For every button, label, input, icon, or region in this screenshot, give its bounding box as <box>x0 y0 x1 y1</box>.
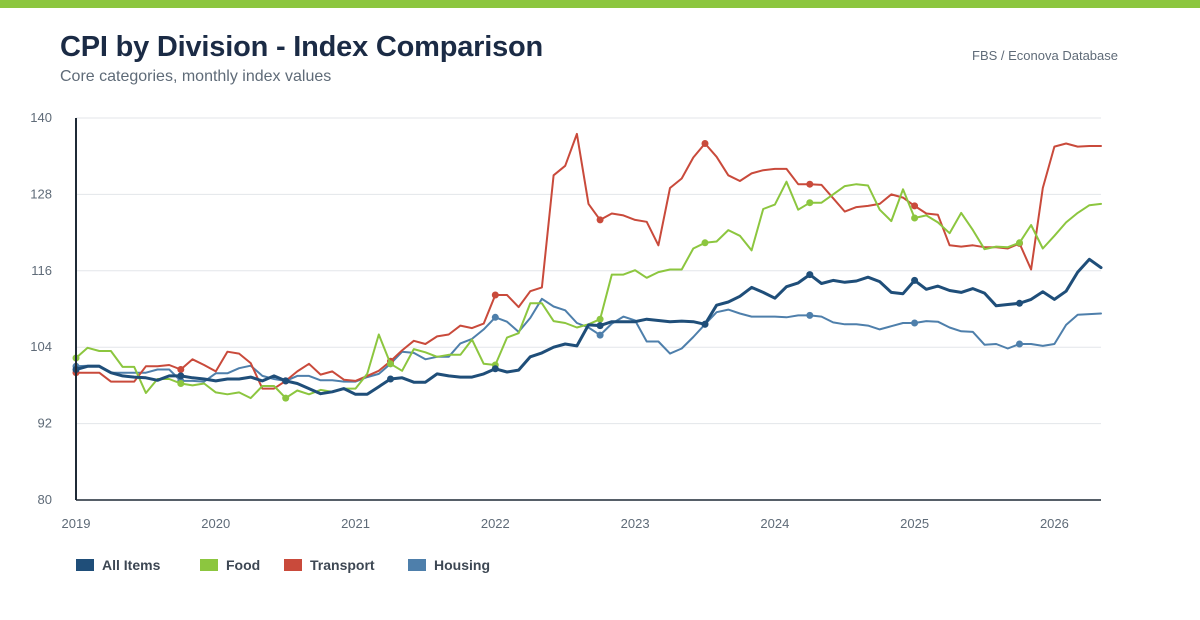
source-label: FBS / Econova Database <box>972 48 1118 63</box>
x-tick-label: 2025 <box>900 516 929 531</box>
y-tick-label: 128 <box>30 186 52 201</box>
data-point-transport <box>596 216 604 224</box>
x-tick-label: 2021 <box>341 516 370 531</box>
x-tick-label: 2024 <box>760 516 789 531</box>
x-tick-label: 2020 <box>201 516 230 531</box>
y-tick-label: 92 <box>38 416 52 431</box>
data-point-transport <box>177 366 185 373</box>
series-line-transport <box>75 132 1102 390</box>
x-axis-ticks: 2019 2020 2021 2022 2023 2024 2025 2026 <box>62 516 1069 531</box>
data-point-transport <box>911 202 919 210</box>
legend-item-transport[interactable]: Transport <box>284 557 408 573</box>
data-point-food <box>911 214 919 222</box>
legend-swatch-transport <box>284 559 302 571</box>
legend-swatch-all-items <box>76 559 94 571</box>
data-point-food <box>282 394 290 402</box>
series-all-items <box>72 257 1103 396</box>
chart-subtitle: Core categories, monthly index values <box>60 68 332 85</box>
data-point-all-items <box>177 372 185 380</box>
series-housing <box>72 297 1102 385</box>
data-point-food <box>701 239 709 247</box>
top-accent-bar <box>0 0 1200 8</box>
legend-item-housing[interactable]: Housing <box>408 557 528 573</box>
series-transport <box>72 132 1102 390</box>
y-tick-label: 140 <box>30 110 52 125</box>
data-point-food <box>387 360 394 368</box>
data-point-housing <box>911 319 919 327</box>
data-point-all-items <box>806 271 814 279</box>
data-point-all-items <box>491 365 499 373</box>
data-point-housing <box>491 313 499 321</box>
legend: All Items Food Transport Housing <box>76 557 528 573</box>
data-point-all-items <box>387 375 394 383</box>
data-point-food <box>177 380 185 387</box>
data-point-all-items <box>701 320 709 328</box>
y-tick-label: 116 <box>31 263 52 278</box>
data-point-all-items <box>911 276 919 284</box>
series-food <box>72 180 1102 402</box>
axes <box>75 118 1101 501</box>
grid-lines <box>76 117 1101 425</box>
data-point-transport <box>491 291 499 299</box>
data-point-transport <box>701 140 709 147</box>
legend-item-all-items[interactable]: All Items <box>76 557 200 573</box>
x-tick-label: 2023 <box>621 516 650 531</box>
chart-title: CPI by Division - Index Comparison <box>60 31 544 63</box>
data-point-housing <box>806 311 814 319</box>
data-point-all-items <box>282 377 290 385</box>
data-point-transport <box>806 180 814 188</box>
x-tick-label: 2022 <box>481 516 510 531</box>
y-tick-label: 104 <box>30 339 52 354</box>
series-line-all-items <box>74 257 1103 396</box>
x-tick-label: 2026 <box>1040 516 1069 531</box>
y-axis-ticks: 80 92 104 116 128 140 <box>30 110 52 507</box>
data-point-food <box>596 315 604 323</box>
legend-label-food: Food <box>226 557 261 573</box>
data-point-all-items <box>1016 299 1023 307</box>
x-tick-label: 2019 <box>62 516 91 531</box>
legend-label-transport: Transport <box>310 557 375 573</box>
legend-label-all-items: All Items <box>102 557 161 573</box>
legend-label-housing: Housing <box>434 557 490 573</box>
data-point-housing <box>596 331 604 339</box>
series-lines <box>72 132 1103 402</box>
data-point-food <box>1016 239 1023 247</box>
legend-swatch-food <box>200 559 218 571</box>
legend-swatch-housing <box>408 559 426 571</box>
y-tick-label: 80 <box>38 492 52 507</box>
series-line-housing <box>75 297 1102 383</box>
legend-item-food[interactable]: Food <box>200 557 284 573</box>
data-point-housing <box>1016 340 1023 348</box>
data-point-all-items <box>596 322 604 330</box>
data-point-food <box>806 199 814 207</box>
